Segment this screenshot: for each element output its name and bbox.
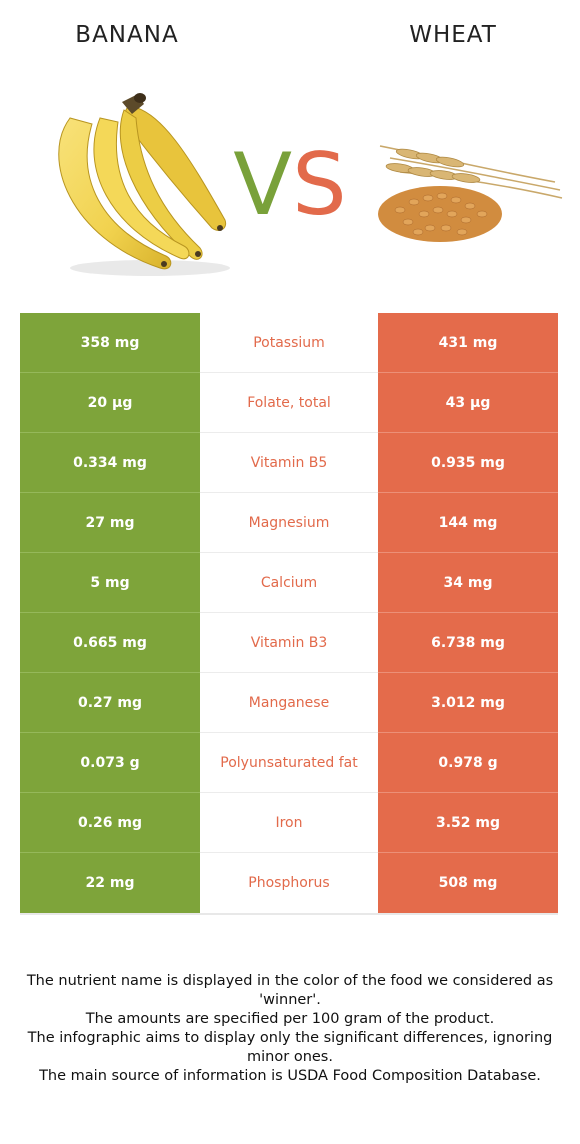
- wheat-value: 0.978 g: [378, 733, 558, 793]
- banana-value: 0.27 mg: [20, 673, 200, 733]
- versus-label: VS: [222, 140, 358, 230]
- wheat-value: 3.012 mg: [378, 673, 558, 733]
- nutrient-name: Polyunsaturated fat: [200, 733, 378, 793]
- table-row: 0.073 g Polyunsaturated fat 0.978 g: [20, 733, 558, 793]
- banana-value: 0.665 mg: [20, 613, 200, 673]
- nutrient-name: Vitamin B3: [200, 613, 378, 673]
- table-row: 0.334 mg Vitamin B5 0.935 mg: [20, 433, 558, 493]
- banana-value: 0.073 g: [20, 733, 200, 793]
- nutrient-name: Magnesium: [200, 493, 378, 553]
- nutrient-name: Iron: [200, 793, 378, 853]
- banana-value: 27 mg: [20, 493, 200, 553]
- table-row: 0.27 mg Manganese 3.012 mg: [20, 673, 558, 733]
- nutrient-name: Calcium: [200, 553, 378, 613]
- left-food-title: BANANA: [75, 22, 179, 48]
- wheat-value: 34 mg: [378, 553, 558, 613]
- nutrient-name: Manganese: [200, 673, 378, 733]
- wheat-value: 144 mg: [378, 493, 558, 553]
- table-row: 20 µg Folate, total 43 µg: [20, 373, 558, 433]
- right-food-title: WHEAT: [409, 22, 497, 48]
- wheat-value: 43 µg: [378, 373, 558, 433]
- vs-letter-v: V: [233, 135, 293, 235]
- banana-value: 20 µg: [20, 373, 200, 433]
- banana-value: 5 mg: [20, 553, 200, 613]
- footnote-line: The main source of information is USDA F…: [39, 1068, 541, 1084]
- nutrient-name: Folate, total: [200, 373, 378, 433]
- nutrient-comparison-table: 358 mg Potassium 431 mg 20 µg Folate, to…: [20, 313, 558, 913]
- banana-value: 22 mg: [20, 853, 200, 913]
- banana-value: 0.26 mg: [20, 793, 200, 853]
- footnote-line: The amounts are specified per 100 gram o…: [85, 1011, 495, 1027]
- wheat-value: 3.52 mg: [378, 793, 558, 853]
- table-row: 22 mg Phosphorus 508 mg: [20, 853, 558, 913]
- wheat-image: [378, 145, 563, 242]
- banana-value: 358 mg: [20, 313, 200, 373]
- banana-image: [58, 93, 230, 276]
- wheat-value: 0.935 mg: [378, 433, 558, 493]
- table-row: 5 mg Calcium 34 mg: [20, 553, 558, 613]
- table-row: 0.665 mg Vitamin B3 6.738 mg: [20, 613, 558, 673]
- wheat-value: 6.738 mg: [378, 613, 558, 673]
- table-row: 358 mg Potassium 431 mg: [20, 313, 558, 373]
- footnote-line: The nutrient name is displayed in the co…: [26, 973, 554, 1008]
- banana-value: 0.334 mg: [20, 433, 200, 493]
- footnote: The nutrient name is displayed in the co…: [15, 972, 565, 1086]
- table-row: 0.26 mg Iron 3.52 mg: [20, 793, 558, 853]
- wheat-value: 431 mg: [378, 313, 558, 373]
- wheat-value: 508 mg: [378, 853, 558, 913]
- nutrient-name: Phosphorus: [200, 853, 378, 913]
- footnote-line: The infographic aims to display only the…: [27, 1030, 553, 1065]
- nutrient-name: Vitamin B5: [200, 433, 378, 493]
- vs-letter-s: S: [292, 135, 347, 235]
- table-bottom-divider: [20, 913, 558, 915]
- nutrient-name: Potassium: [200, 313, 378, 373]
- table-row: 27 mg Magnesium 144 mg: [20, 493, 558, 553]
